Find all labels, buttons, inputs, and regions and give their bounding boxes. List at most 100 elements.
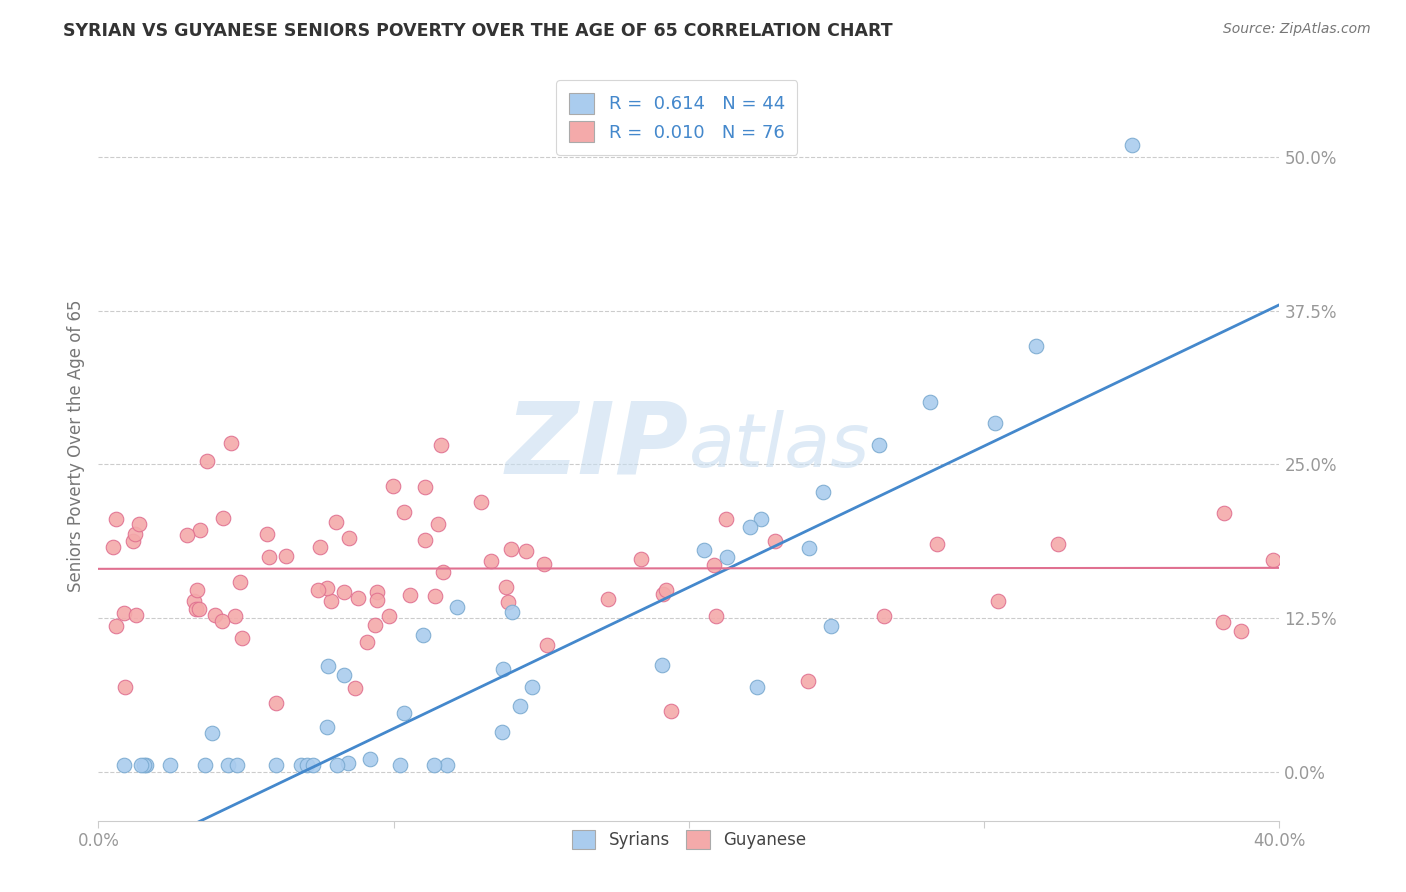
Point	[1121, 138, 1143, 153]
Point	[869, 438, 891, 452]
Point	[820, 619, 842, 633]
Point	[316, 659, 339, 673]
Point	[225, 758, 247, 772]
Point	[659, 704, 682, 718]
Point	[264, 696, 287, 710]
Legend: Syrians, Guyanese: Syrians, Guyanese	[564, 822, 814, 857]
Point	[446, 600, 468, 615]
Point	[344, 681, 367, 696]
Point	[302, 758, 325, 772]
Point	[495, 580, 517, 594]
Point	[520, 680, 543, 694]
Point	[325, 515, 347, 529]
Point	[413, 533, 436, 548]
Point	[797, 673, 820, 688]
Point	[188, 523, 211, 537]
Point	[984, 417, 1007, 431]
Point	[515, 544, 537, 558]
Point	[652, 587, 675, 601]
Point	[188, 602, 211, 616]
Point	[337, 531, 360, 545]
Text: atlas: atlas	[689, 410, 870, 482]
Point	[714, 511, 737, 525]
Point	[536, 639, 558, 653]
Point	[333, 585, 356, 599]
Point	[630, 552, 652, 566]
Point	[392, 706, 415, 720]
Point	[290, 758, 312, 772]
Point	[274, 549, 297, 563]
Point	[1212, 615, 1234, 629]
Point	[124, 527, 146, 541]
Point	[426, 517, 449, 532]
Point	[479, 554, 502, 568]
Point	[1230, 624, 1253, 639]
Point	[112, 758, 135, 772]
Point	[423, 758, 446, 772]
Point	[366, 593, 388, 607]
Point	[359, 752, 381, 766]
Point	[132, 758, 155, 772]
Text: ZIP: ZIP	[506, 398, 689, 494]
Point	[499, 542, 522, 557]
Point	[356, 634, 378, 648]
Point	[257, 550, 280, 565]
Point	[319, 594, 342, 608]
Point	[747, 680, 769, 694]
Point	[193, 758, 215, 772]
Point	[105, 512, 128, 526]
Point	[655, 582, 678, 597]
Point	[651, 657, 673, 672]
Point	[176, 528, 198, 542]
Point	[425, 589, 447, 603]
Point	[763, 534, 786, 549]
Point	[925, 537, 948, 551]
Point	[204, 608, 226, 623]
Y-axis label: Seniors Poverty Over the Age of 65: Seniors Poverty Over the Age of 65	[66, 300, 84, 592]
Point	[219, 435, 242, 450]
Point	[231, 631, 253, 645]
Point	[316, 581, 339, 595]
Point	[703, 558, 725, 573]
Point	[432, 566, 454, 580]
Text: SYRIAN VS GUYANESE SENIORS POVERTY OVER THE AGE OF 65 CORRELATION CHART: SYRIAN VS GUYANESE SENIORS POVERTY OVER …	[63, 22, 893, 40]
Point	[195, 454, 218, 468]
Point	[264, 758, 287, 772]
Point	[412, 628, 434, 642]
Point	[183, 594, 205, 608]
Point	[388, 758, 411, 772]
Point	[332, 668, 354, 682]
Point	[256, 527, 278, 541]
Point	[366, 585, 388, 599]
Point	[436, 758, 458, 772]
Point	[470, 495, 492, 509]
Point	[224, 609, 246, 624]
Point	[217, 758, 239, 772]
Point	[491, 725, 513, 739]
Point	[125, 607, 148, 622]
Point	[749, 512, 772, 526]
Point	[307, 583, 329, 598]
Point	[212, 510, 235, 524]
Point	[1213, 506, 1236, 520]
Point	[509, 698, 531, 713]
Point	[533, 557, 555, 571]
Point	[186, 602, 208, 616]
Point	[128, 517, 150, 532]
Point	[413, 480, 436, 494]
Point	[103, 541, 125, 555]
Point	[382, 479, 405, 493]
Point	[211, 615, 233, 629]
Point	[201, 726, 224, 740]
Point	[491, 663, 513, 677]
Point	[122, 533, 145, 548]
Point	[918, 394, 941, 409]
Point	[716, 549, 738, 564]
Point	[114, 680, 136, 694]
Point	[693, 543, 716, 558]
Point	[295, 758, 318, 772]
Point	[347, 591, 370, 606]
Point	[378, 609, 401, 624]
Point	[229, 574, 252, 589]
Point	[135, 758, 157, 772]
